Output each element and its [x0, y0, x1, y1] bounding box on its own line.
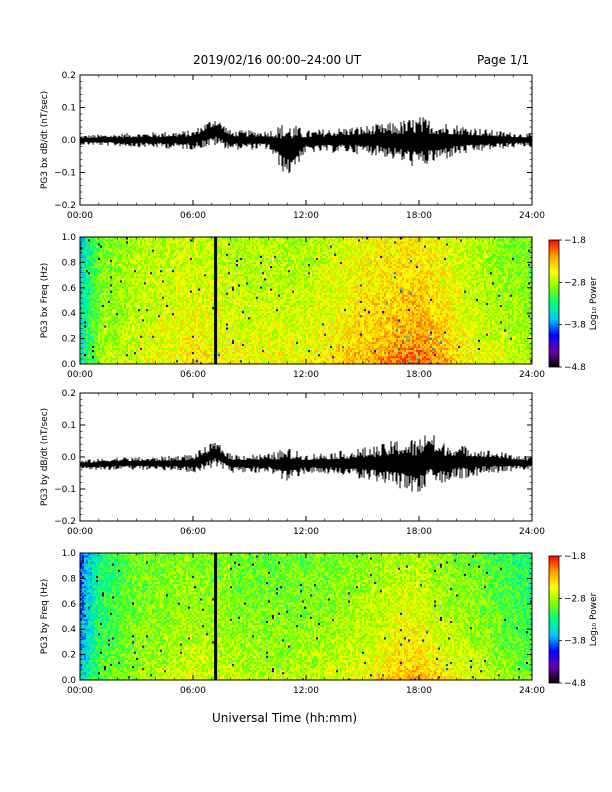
y-tick-label: 0.0 [62, 136, 77, 146]
y-tick-label: −0.1 [54, 169, 76, 179]
y-tick-label: 0.2 [62, 71, 76, 81]
panels: 00:00 06:00 12:00 18:00 24:00 0.2 0.1 0.0 −0.1 −0… [40, 71, 545, 696]
x-tick-label: 18:00 [406, 211, 432, 221]
panel-2-spectrogram: 00:00 06:00 12:00 18:00 24:001.00.80.60.40.2… [40, 233, 545, 380]
series-trace [80, 117, 532, 173]
x-tick-label: 12:00 [293, 211, 319, 221]
x-tick-label: 06:00 [180, 211, 206, 221]
figure: 00:00 06:00 12:00 18:00 24:00 0.2 0.1 0.0 −0.1 −0… [0, 0, 612, 792]
y-tick-label: 0.1 [62, 104, 76, 114]
y-axis-title: PG3 bx dB/dt (nT/sec) [40, 91, 50, 189]
panel-1-timeseries: 00:00 06:00 12:00 18:00 24:00 0.2 0.1 0.0 −0.1 −0… [40, 71, 545, 221]
x-tick-label: 24:00 [519, 211, 545, 221]
spectrogram-cells [80, 237, 532, 364]
y-tick-label: −0.2 [54, 201, 76, 211]
x-tick-label: 00:00 [67, 211, 93, 221]
